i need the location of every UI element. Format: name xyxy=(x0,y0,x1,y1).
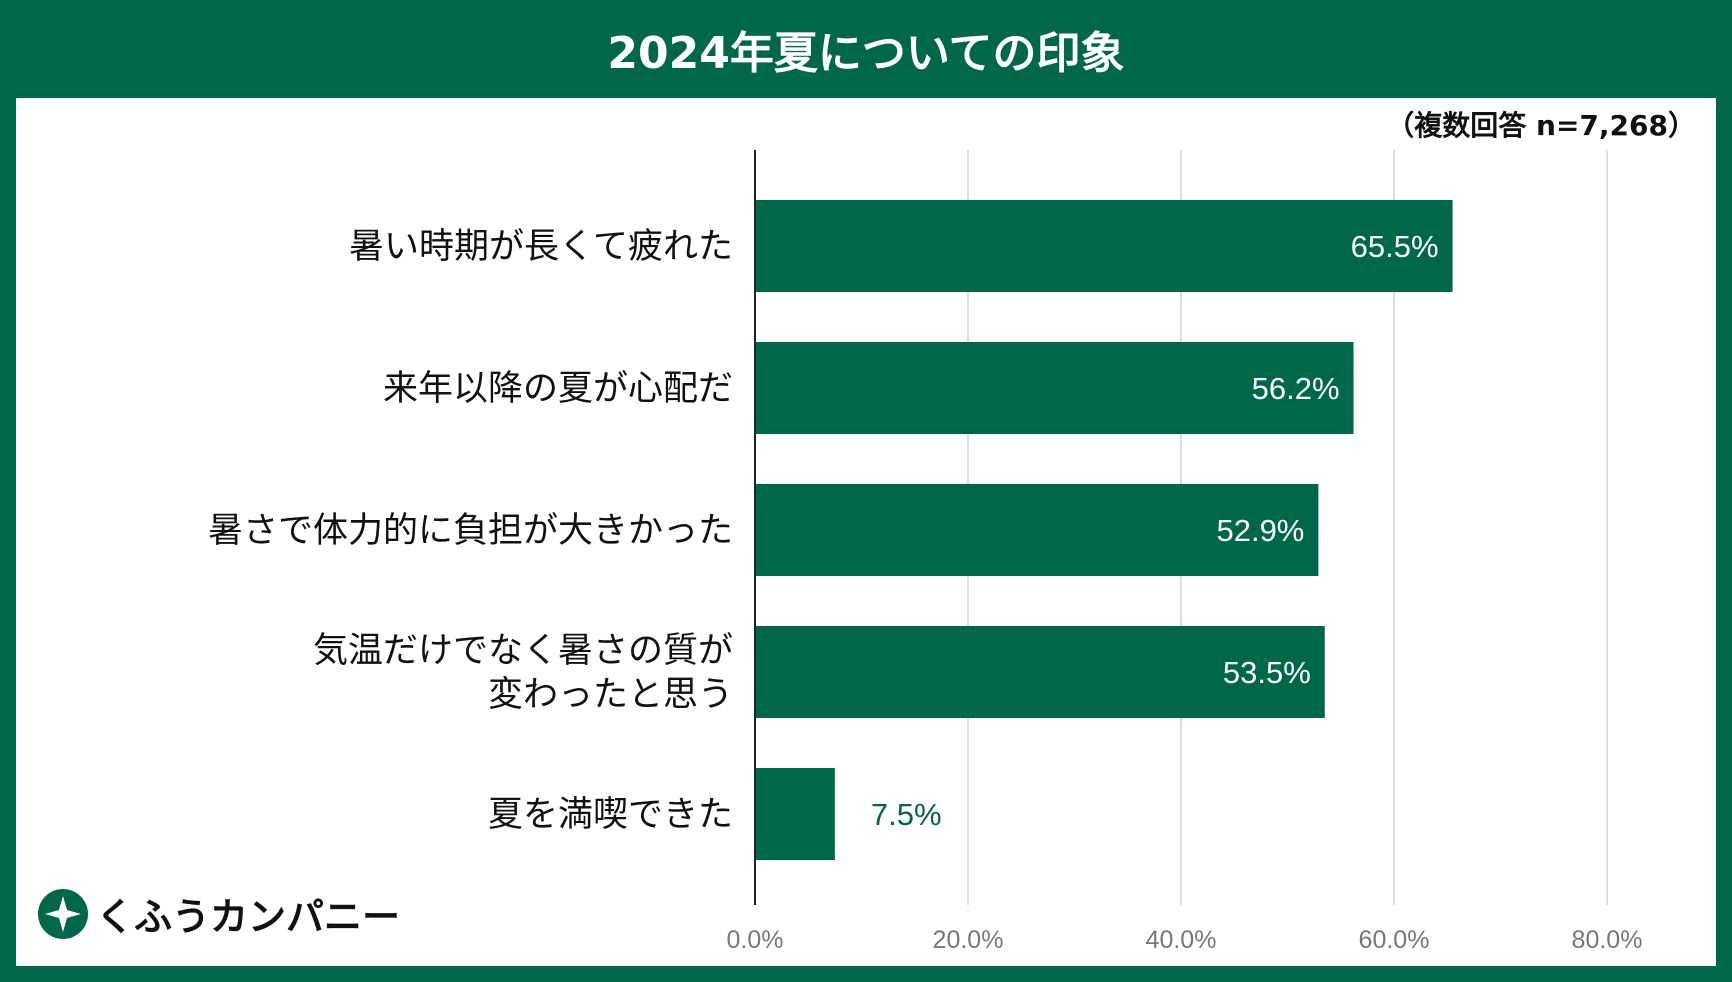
bar xyxy=(755,484,1319,576)
category-label: 来年以降の夏が心配だ xyxy=(383,369,733,409)
bar xyxy=(755,768,835,860)
x-tick-labels: 0.0% 20.0% 40.0% 60.0% 80.0% xyxy=(727,926,1643,954)
bar-value-label: 65.5% xyxy=(1351,229,1439,264)
category-label: 気温だけでなく暑さの質が xyxy=(313,631,733,671)
sample-note: （複数回答 n=7,268） xyxy=(1386,109,1696,142)
bar xyxy=(755,342,1354,434)
x-tick-label: 80.0% xyxy=(1572,926,1643,954)
company-logo-text: くふうカンパニー xyxy=(96,895,401,939)
bar-value-label: 53.5% xyxy=(1223,655,1311,690)
bars: 65.5% 56.2% 52.9% 53.5% 7.5% xyxy=(755,200,1453,860)
category-labels: 暑い時期が長くて疲れた来年以降の夏が心配だ暑さで体力的に負担が大きかった気温だけ… xyxy=(208,227,733,835)
kufu-logo-mark-icon xyxy=(38,888,88,939)
bar-value-label: 52.9% xyxy=(1216,513,1304,548)
x-tick-label: 20.0% xyxy=(933,926,1004,954)
x-tick-label: 0.0% xyxy=(727,926,784,954)
company-logo: くふうカンパニー xyxy=(38,886,400,941)
x-tick-label: 40.0% xyxy=(1146,926,1217,954)
category-label: 変わったと思う xyxy=(488,675,733,715)
bar xyxy=(755,626,1325,718)
category-label: 夏を満喫できた xyxy=(488,795,733,835)
chart-title: 2024年夏についての印象 xyxy=(0,0,1732,98)
bar xyxy=(755,200,1453,292)
category-label: 暑さで体力的に負担が大きかった xyxy=(208,511,733,551)
bar-value-label: 56.2% xyxy=(1252,371,1340,406)
x-tick-label: 60.0% xyxy=(1359,926,1430,954)
bar-value-label: 7.5% xyxy=(871,797,942,832)
category-label: 暑い時期が長くて疲れた xyxy=(349,227,733,267)
